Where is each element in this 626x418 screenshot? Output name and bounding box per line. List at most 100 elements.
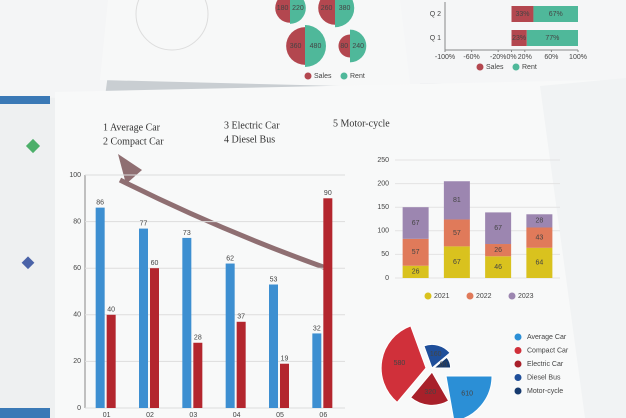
- value-label: 26: [494, 247, 502, 254]
- value-label: 57: [453, 230, 461, 237]
- pie-sector: [409, 371, 450, 406]
- bar-segment: [485, 244, 512, 257]
- y-tick-label: Q 2: [430, 11, 441, 18]
- pie-sector: [432, 356, 452, 369]
- value-label: 77: [140, 220, 148, 227]
- annotation: 5 Motor-cycle: [333, 118, 390, 129]
- bubble-half: [286, 27, 305, 65]
- value-label: 180: [277, 5, 289, 12]
- value-label: 580: [394, 360, 406, 367]
- bubble-half: [338, 34, 350, 58]
- x-tick-label: 03: [189, 412, 197, 418]
- value-label: 67: [453, 259, 461, 266]
- y-tick-label: 0: [77, 405, 81, 412]
- legend-label: Compact Car: [527, 347, 569, 354]
- value-label: 57: [412, 249, 420, 256]
- bar-segment: [402, 238, 429, 266]
- y-tick-label: 250: [377, 157, 389, 164]
- bar: [95, 207, 105, 408]
- bar-segment: [526, 30, 578, 46]
- value-label: 380: [339, 5, 351, 12]
- legend-swatch: [514, 374, 522, 381]
- value-label: 67%: [549, 11, 563, 18]
- bar-segment: [526, 227, 553, 248]
- y-tick-label: 200: [377, 180, 389, 187]
- legend-swatch: [476, 63, 484, 71]
- y-tick-label: Q 1: [430, 35, 441, 42]
- radar: [135, 0, 209, 51]
- legend-swatch: [512, 63, 520, 71]
- bar-segment: [533, 6, 578, 22]
- bubble-half: [305, 25, 326, 67]
- legend-label: 2021: [434, 293, 450, 300]
- bar-segment: [443, 219, 470, 247]
- value-label: 77%: [545, 35, 559, 42]
- y-tick-label: 150: [377, 204, 389, 211]
- legend-label: Rent: [522, 64, 537, 71]
- value-label: 80: [340, 43, 348, 50]
- legend-swatch: [514, 387, 522, 395]
- x-tick-label: -60%: [463, 54, 479, 61]
- bar: [269, 284, 278, 408]
- legend-label: Average Car: [527, 334, 567, 341]
- paper: [100, 0, 420, 88]
- value-label: 610: [461, 391, 473, 398]
- value-label: 60: [151, 260, 159, 267]
- x-tick-label: -20%: [490, 54, 506, 61]
- value-label: 19: [281, 356, 289, 363]
- y-tick-label: 80: [73, 218, 81, 225]
- bubble-half: [350, 29, 367, 63]
- value-label: 260: [321, 5, 333, 12]
- y-tick-label: 100: [377, 228, 389, 235]
- value-label: 23%: [512, 35, 526, 42]
- legend-label: Rent: [350, 73, 365, 80]
- pie-sector: [423, 343, 451, 369]
- paper: [0, 0, 118, 104]
- legend-label: Diesel Bus: [527, 374, 561, 381]
- bar: [323, 198, 333, 408]
- paper: [540, 78, 626, 418]
- legend-swatch: [514, 347, 522, 354]
- x-tick-label: 100%: [569, 54, 587, 61]
- value-label: 90: [324, 190, 332, 197]
- value-label: 62: [226, 255, 234, 262]
- legend-label: 2022: [476, 293, 492, 300]
- annotation: 3 Electric Car: [224, 120, 280, 131]
- legend-label: 2023: [518, 293, 534, 300]
- legend-label: Electric Car: [527, 361, 564, 368]
- paper: [0, 96, 60, 418]
- bubble-half: [318, 0, 335, 25]
- strip: [0, 96, 50, 104]
- value-label: 320: [424, 389, 436, 396]
- legend-swatch: [466, 292, 474, 300]
- x-tick-label: 0%: [506, 54, 516, 61]
- value-label: 67: [412, 220, 420, 227]
- value-label: 160: [430, 351, 442, 358]
- arrow-head: [118, 154, 142, 184]
- x-tick-label: 04: [233, 412, 241, 418]
- bar: [312, 333, 322, 408]
- value-label: 86: [96, 199, 104, 206]
- value-label: 73: [183, 230, 191, 237]
- paper: [55, 80, 626, 418]
- value-label: 40: [107, 307, 115, 314]
- bar: [139, 228, 148, 408]
- legend-swatch: [514, 360, 522, 368]
- bubble-half: [290, 0, 306, 24]
- bar: [225, 263, 235, 408]
- value-label: 28: [535, 218, 543, 225]
- x-tick-label: 20%: [518, 54, 532, 61]
- strip: [0, 408, 50, 418]
- value-label: 360: [290, 43, 302, 50]
- y-tick-label: 40: [73, 312, 81, 319]
- x-tick-label: 05: [276, 412, 284, 418]
- value-label: 32: [313, 325, 321, 332]
- pie-sector: [380, 325, 427, 404]
- bar-segment: [485, 212, 512, 245]
- legend-label: Sales: [486, 64, 504, 71]
- value-label: 220: [292, 5, 304, 12]
- value-label: 80: [439, 361, 447, 368]
- bar-segment: [402, 207, 429, 239]
- annotation: 2 Compact Car: [103, 136, 164, 147]
